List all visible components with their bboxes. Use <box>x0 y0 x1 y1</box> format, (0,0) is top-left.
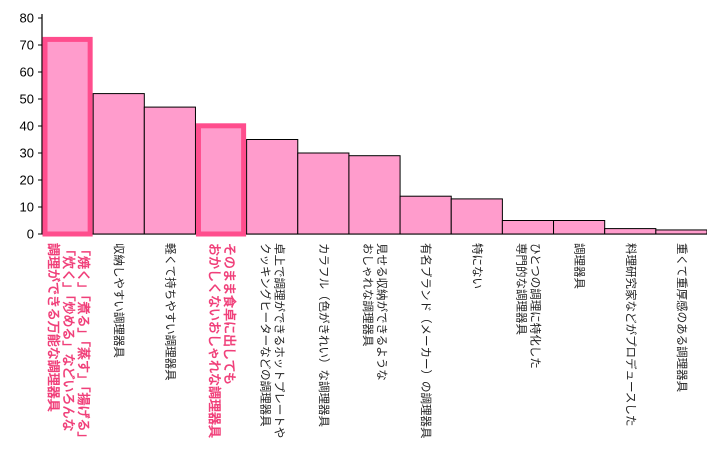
category-label: 特にない <box>470 243 484 289</box>
bar <box>399 195 452 235</box>
y-tick-label: 60 <box>20 65 34 80</box>
bar <box>297 152 350 235</box>
category-label: クッキングヒーターなどの調理器具 <box>259 243 273 427</box>
y-tick-label: 30 <box>20 146 34 161</box>
y-tick-label: 40 <box>20 119 34 134</box>
y-tick-label: 10 <box>20 200 34 215</box>
bar <box>92 93 145 235</box>
bars <box>42 36 707 237</box>
category-label: 収納しやすい調理器具 <box>112 243 126 358</box>
category-label: 軽くて持ちやすい調理器具 <box>163 243 177 381</box>
y-tick-label: 50 <box>20 92 34 107</box>
category-label: ひとつの調理に特化した <box>529 243 543 369</box>
y-tick-label: 20 <box>20 173 34 188</box>
category-label: カラフル（色がきれい）な調理器具 <box>317 243 331 427</box>
bar <box>655 229 707 235</box>
y-tick-label: 0 <box>27 227 34 242</box>
bar-highlighted <box>42 36 93 237</box>
bar <box>246 139 299 235</box>
category-label: おかしくないおしゃれな調理器具 <box>206 243 222 438</box>
bar <box>501 220 555 235</box>
bar <box>450 198 503 235</box>
category-label: そのまま食卓に出しても <box>221 243 237 385</box>
category-label: 見せる収納ができるような <box>375 243 389 381</box>
category-label: 調理器具 <box>573 243 587 289</box>
category-label: 専門的な調理器具 <box>515 243 529 335</box>
category-label: 「焼く」「煮る」「蒸す」「揚げる」 <box>75 243 91 445</box>
bar <box>553 220 606 235</box>
y-tick-label: 70 <box>20 38 34 53</box>
bar-highlighted <box>195 123 247 237</box>
category-label: 「炊く」「炒める」などいろんな <box>60 243 76 432</box>
category-label: おしゃれな調理器具 <box>361 243 375 347</box>
bar <box>604 228 657 235</box>
category-label: 卓上で調理ができるホットプレートや <box>273 243 287 438</box>
category-labels: 「焼く」「煮る」「蒸す」「揚げる」「炊く」「炒める」などいろんな調理ができる万能… <box>45 243 689 445</box>
category-label: 有名ブランド（メーカー）の調理器具 <box>419 243 433 439</box>
category-label: 調理ができる万能な調理器具 <box>45 243 61 412</box>
y-tick-label: 80 <box>20 11 34 26</box>
bar <box>348 155 401 235</box>
bar <box>143 106 196 235</box>
category-label: 料理研究家などがプロデュースした <box>624 243 638 426</box>
category-label: 重くて重厚感のある調理器具 <box>675 243 689 393</box>
